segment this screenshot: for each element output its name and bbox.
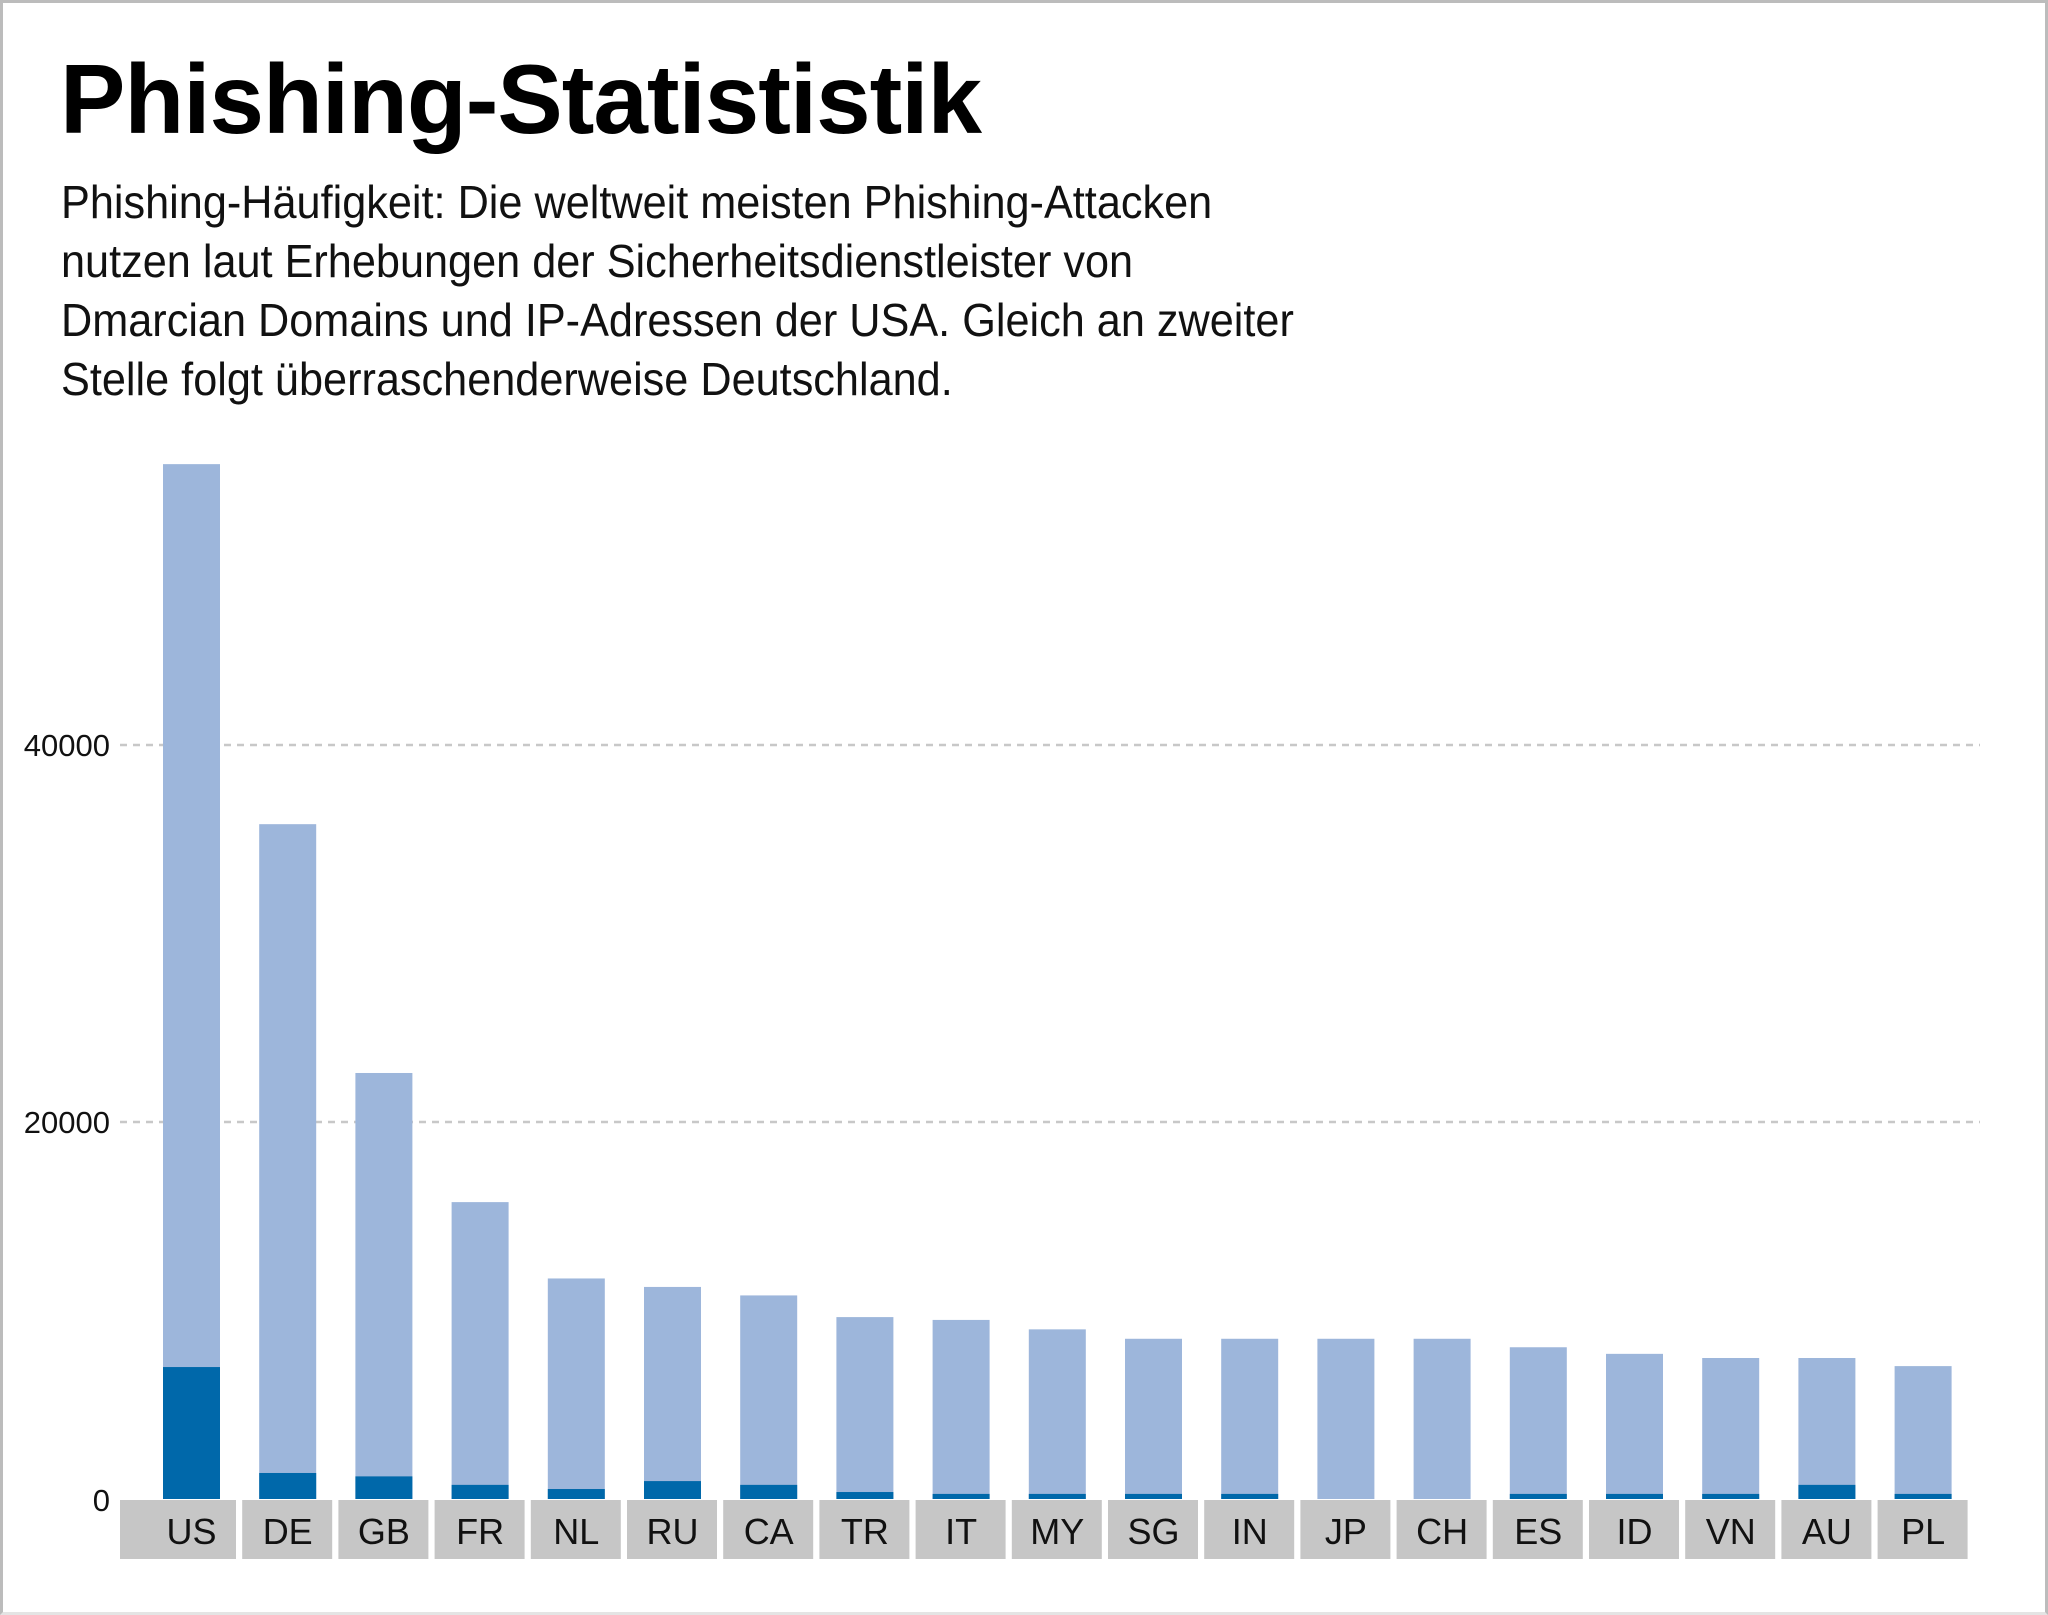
bar-highlight-ca xyxy=(740,1484,798,1499)
bar-total-ru xyxy=(644,1286,701,1499)
x-label-box xyxy=(627,1500,717,1559)
bar-total-tr xyxy=(836,1317,894,1499)
x-tick-label: JP xyxy=(1325,1511,1367,1552)
x-label-box xyxy=(819,1500,910,1559)
x-tick-label: CH xyxy=(1416,1511,1468,1552)
x-label-box xyxy=(120,1500,236,1559)
x-label-box xyxy=(530,1500,621,1559)
x-label-box xyxy=(915,1500,1006,1559)
bar-total-jp xyxy=(1317,1338,1375,1499)
x-label-box xyxy=(723,1500,814,1559)
bar-highlight-gb xyxy=(355,1476,413,1499)
subtitle-line: Dmarcian Domains und IP-Adressen der USA… xyxy=(61,294,1294,346)
x-tick-label: FR xyxy=(456,1511,504,1552)
bar-total-in xyxy=(1221,1338,1279,1499)
bar-highlight-de xyxy=(259,1472,317,1499)
bar-highlight-sg xyxy=(1125,1493,1182,1499)
x-label-box xyxy=(1204,1500,1295,1559)
bar-highlight-nl xyxy=(547,1489,605,1499)
bar-highlight-ru xyxy=(644,1481,701,1499)
bar-total-vn xyxy=(1702,1358,1760,1499)
bar-total-gb xyxy=(355,1072,413,1499)
bar-total-sg xyxy=(1125,1338,1182,1499)
x-label-box xyxy=(1396,1500,1487,1559)
bar-total-my xyxy=(1028,1329,1086,1499)
bar-total-it xyxy=(932,1319,990,1499)
x-tick-label: GB xyxy=(358,1511,410,1552)
bar-total-au xyxy=(1798,1358,1856,1499)
x-tick-label: US xyxy=(166,1511,216,1552)
x-tick-label: IT xyxy=(945,1511,977,1552)
subtitle-line: nutzen laut Erhebungen der Sicherheitsdi… xyxy=(61,235,1134,287)
x-tick-label: MY xyxy=(1030,1511,1084,1552)
bar-highlight-tr xyxy=(836,1492,894,1499)
bar-highlight-vn xyxy=(1702,1493,1760,1499)
bar-highlight-pl xyxy=(1894,1493,1952,1499)
subtitle-line: Stelle folgt überraschenderweise Deutsch… xyxy=(61,353,953,405)
gridlines xyxy=(120,743,1980,1124)
bar-total-ch xyxy=(1413,1338,1471,1499)
x-label-box xyxy=(1300,1500,1391,1559)
x-tick-label: IN xyxy=(1232,1511,1268,1552)
x-label-box xyxy=(434,1500,525,1559)
bar-highlight-it xyxy=(932,1493,990,1499)
x-label-box xyxy=(242,1500,333,1559)
x-label-box xyxy=(338,1500,429,1559)
x-label-box xyxy=(1685,1500,1776,1559)
bar-total-us xyxy=(163,464,220,1499)
y-tick-label: 40000 xyxy=(24,728,110,763)
x-tick-label: CA xyxy=(744,1511,794,1552)
x-label-box xyxy=(1781,1500,1872,1559)
x-tick-label: VN xyxy=(1706,1511,1756,1552)
bars xyxy=(163,464,1952,1499)
x-tick-label: PL xyxy=(1901,1511,1945,1552)
x-tick-label: AU xyxy=(1802,1511,1852,1552)
y-axis-ticks: 0 20000 40000 xyxy=(24,728,110,1518)
x-tick-label: SG xyxy=(1127,1511,1179,1552)
bar-total-id xyxy=(1606,1353,1663,1499)
y-tick-label: 0 xyxy=(93,1483,110,1518)
bar-highlight-fr xyxy=(451,1484,509,1499)
x-label-box xyxy=(1589,1500,1679,1559)
x-label-box xyxy=(1011,1500,1102,1559)
bar-total-ca xyxy=(740,1295,798,1499)
bar-highlight-us xyxy=(163,1367,220,1499)
x-axis-labels: US DE GB FR NL RU CA TR IT MY SG IN JP CH ES ID VN AU PL xyxy=(120,1500,1968,1559)
bar-highlight-es xyxy=(1509,1493,1567,1499)
bar-total-nl xyxy=(547,1278,605,1499)
chart-title: Phishing-Statististik xyxy=(60,44,982,154)
bar-highlight-id xyxy=(1606,1493,1663,1499)
x-label-box xyxy=(1877,1500,1968,1559)
x-tick-label: ES xyxy=(1514,1511,1562,1552)
x-label-box xyxy=(1492,1500,1583,1559)
bar-highlight-au xyxy=(1798,1484,1856,1499)
subtitle-line: Phishing-Häufigkeit: Die weltweit meiste… xyxy=(61,176,1213,228)
x-tick-label: TR xyxy=(841,1511,889,1552)
bar-total-de xyxy=(259,824,317,1499)
x-tick-label: NL xyxy=(553,1511,599,1552)
y-tick-label: 20000 xyxy=(24,1105,110,1140)
x-tick-label: ID xyxy=(1617,1511,1653,1552)
bar-total-es xyxy=(1509,1347,1567,1499)
x-tick-label: DE xyxy=(263,1511,313,1552)
x-tick-label: RU xyxy=(647,1511,699,1552)
x-label-box xyxy=(1108,1500,1198,1559)
bar-total-pl xyxy=(1894,1366,1952,1499)
bar-total-fr xyxy=(451,1202,509,1499)
chart-subtitle: Phishing-Häufigkeit: Die weltweit meiste… xyxy=(61,173,1373,409)
bar-highlight-my xyxy=(1028,1493,1086,1499)
bar-highlight-in xyxy=(1221,1493,1279,1499)
